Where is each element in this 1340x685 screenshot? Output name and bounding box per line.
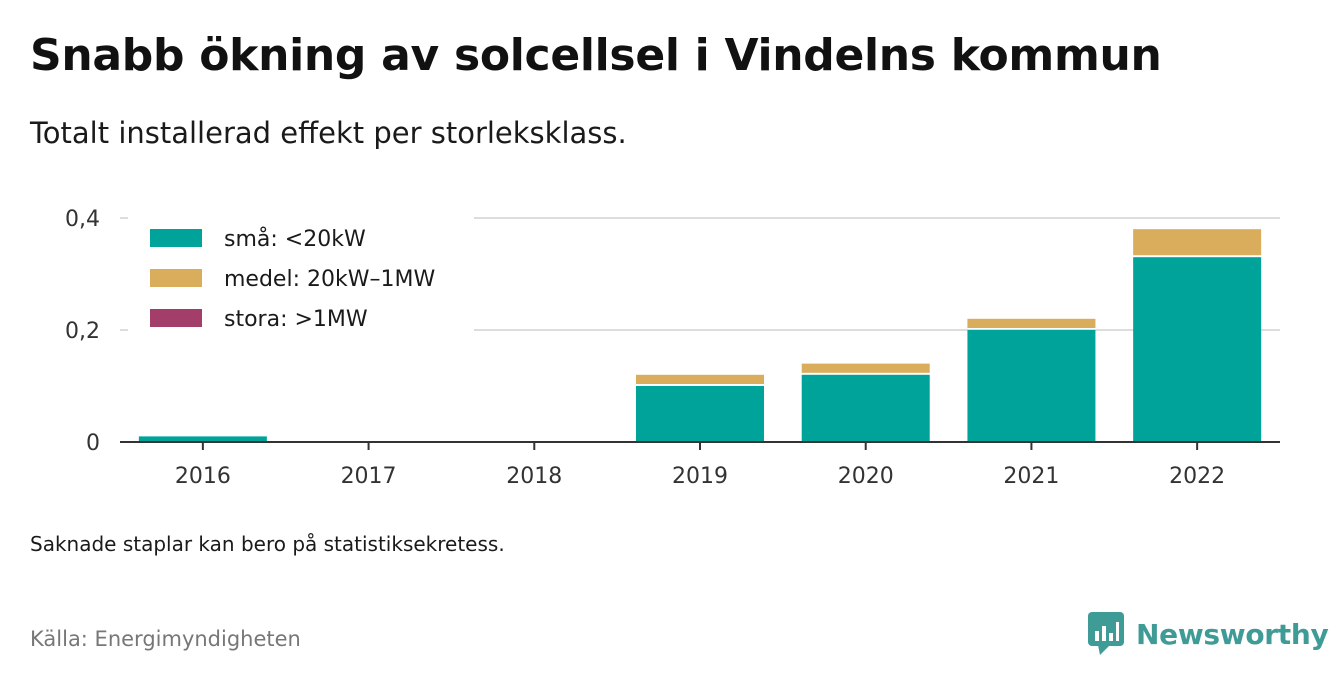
x-tick-label: 2020	[838, 464, 894, 489]
x-axis: 2016 2017 2018 2019 2020 2021 2022	[120, 441, 1280, 489]
legend-label: små: <20kW	[224, 226, 366, 252]
bar-segment	[138, 436, 267, 442]
x-tick-label: 2018	[506, 464, 562, 489]
chart-subtitle: Totalt installerad effekt per storlekskl…	[30, 116, 627, 150]
bar-segment	[801, 363, 930, 373]
legend-swatch	[150, 309, 202, 327]
chart-title: Snabb ökning av solcellsel i Vindelns ko…	[30, 30, 1162, 81]
bar-segment	[967, 318, 1096, 328]
bar-segment	[636, 374, 764, 384]
x-tick-label: 2022	[1169, 464, 1225, 489]
legend: små: <20kW medel: 20kW–1MW stora: >1MW	[128, 210, 474, 340]
y-axis-ticks: 0 0,2 0,4	[65, 207, 100, 456]
newsworthy-logo: Newsworthy	[1088, 612, 1329, 656]
bar-segment	[967, 330, 1096, 442]
legend-label: stora: >1MW	[224, 307, 368, 332]
bar-segment	[801, 374, 930, 442]
y-tick-label: 0,4	[65, 207, 100, 232]
source-credit: Källa: Energimyndigheten	[30, 627, 301, 651]
legend-swatch	[150, 229, 202, 247]
brand-name: Newsworthy	[1136, 617, 1329, 651]
legend-label: medel: 20kW–1MW	[224, 267, 435, 292]
bars	[138, 229, 1262, 442]
x-tick-label: 2021	[1003, 464, 1059, 489]
x-tick-label: 2019	[672, 464, 728, 489]
x-tick-label: 2017	[341, 464, 397, 489]
y-tick-label: 0,2	[65, 319, 100, 344]
bar-segment	[1133, 229, 1262, 256]
bar-segment	[636, 386, 764, 442]
bar-chart-speech-bubble-icon	[1088, 612, 1124, 655]
footnote: Saknade staplar kan bero på statistiksek…	[30, 532, 505, 556]
y-tick-label: 0	[86, 431, 100, 456]
bar-segment	[1133, 257, 1262, 442]
stacked-bar-chart: 0 0,2 0,4 2016 2017 2018 2019 2020 2021 2022 små…	[65, 207, 1280, 489]
legend-swatch	[150, 269, 202, 287]
x-tick-label: 2016	[175, 464, 231, 489]
